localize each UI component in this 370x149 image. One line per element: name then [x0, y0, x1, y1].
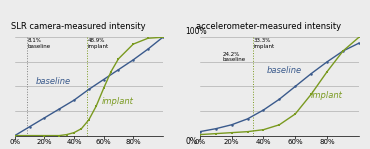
Text: implant: implant — [311, 91, 343, 100]
Text: 100%: 100% — [185, 27, 206, 36]
Text: implant: implant — [102, 97, 134, 106]
Text: baseline: baseline — [36, 77, 71, 86]
Text: SLR camera-measured intensity: SLR camera-measured intensity — [11, 22, 146, 31]
Text: 48.9%
implant: 48.9% implant — [88, 38, 109, 49]
Text: baseline: baseline — [267, 66, 302, 75]
Text: 0%: 0% — [185, 137, 197, 146]
Text: 33.3%
implant: 33.3% implant — [253, 38, 275, 49]
Text: accelerometer-measured intensity: accelerometer-measured intensity — [196, 22, 341, 31]
Text: 24.2%
baseline: 24.2% baseline — [222, 52, 246, 62]
Text: 8.1%
baseline: 8.1% baseline — [27, 38, 51, 49]
